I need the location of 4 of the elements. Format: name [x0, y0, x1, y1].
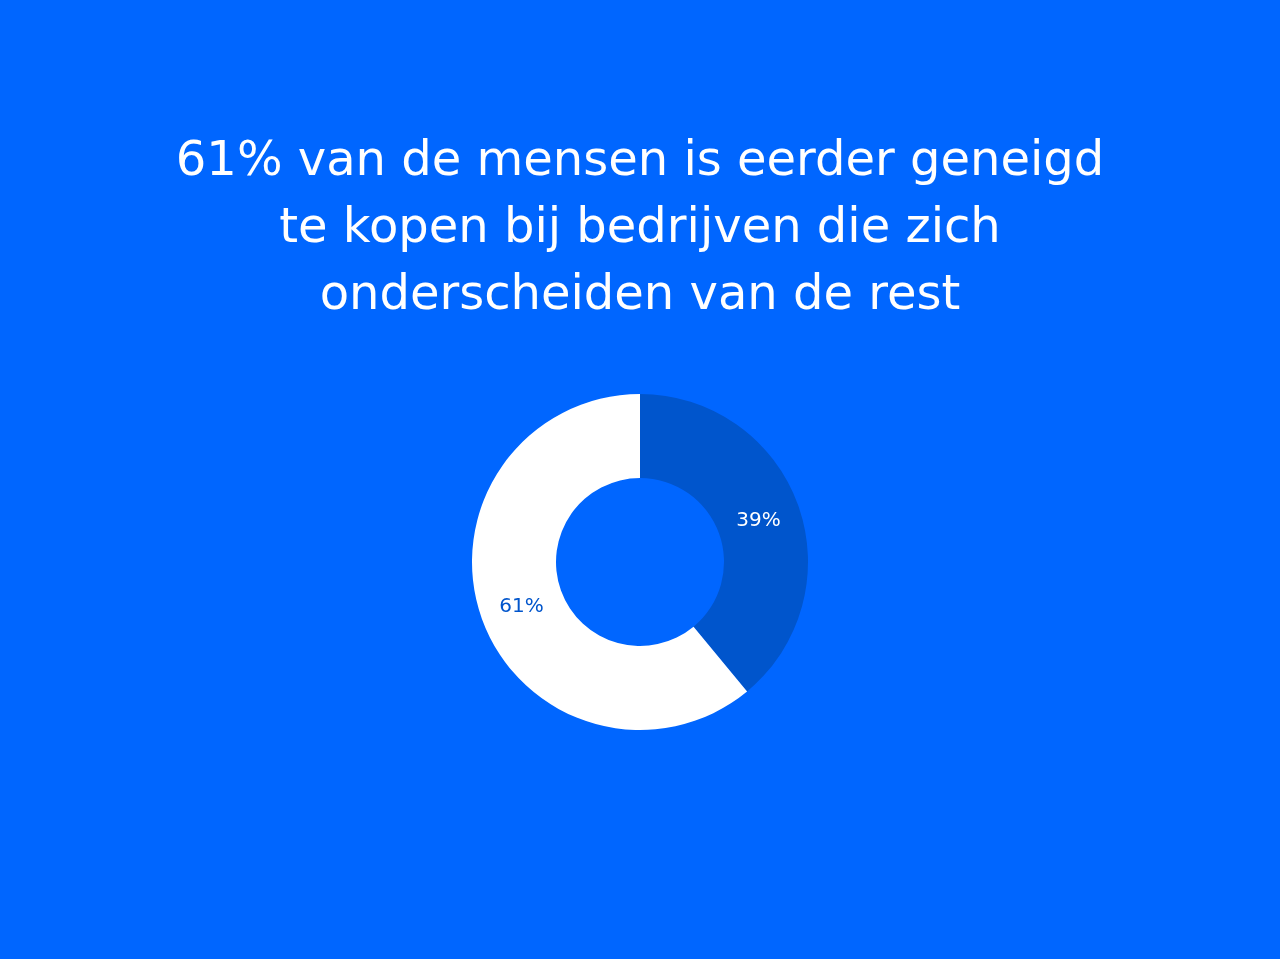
donut-slice [640, 394, 808, 692]
data-label: 61% [499, 592, 544, 617]
data-label: 39% [736, 507, 781, 532]
chart-title: 61% van de mensen is eerder geneigd te kopen bij bedrijven die zich onderscheiden van de rest [175, 130, 1105, 320]
